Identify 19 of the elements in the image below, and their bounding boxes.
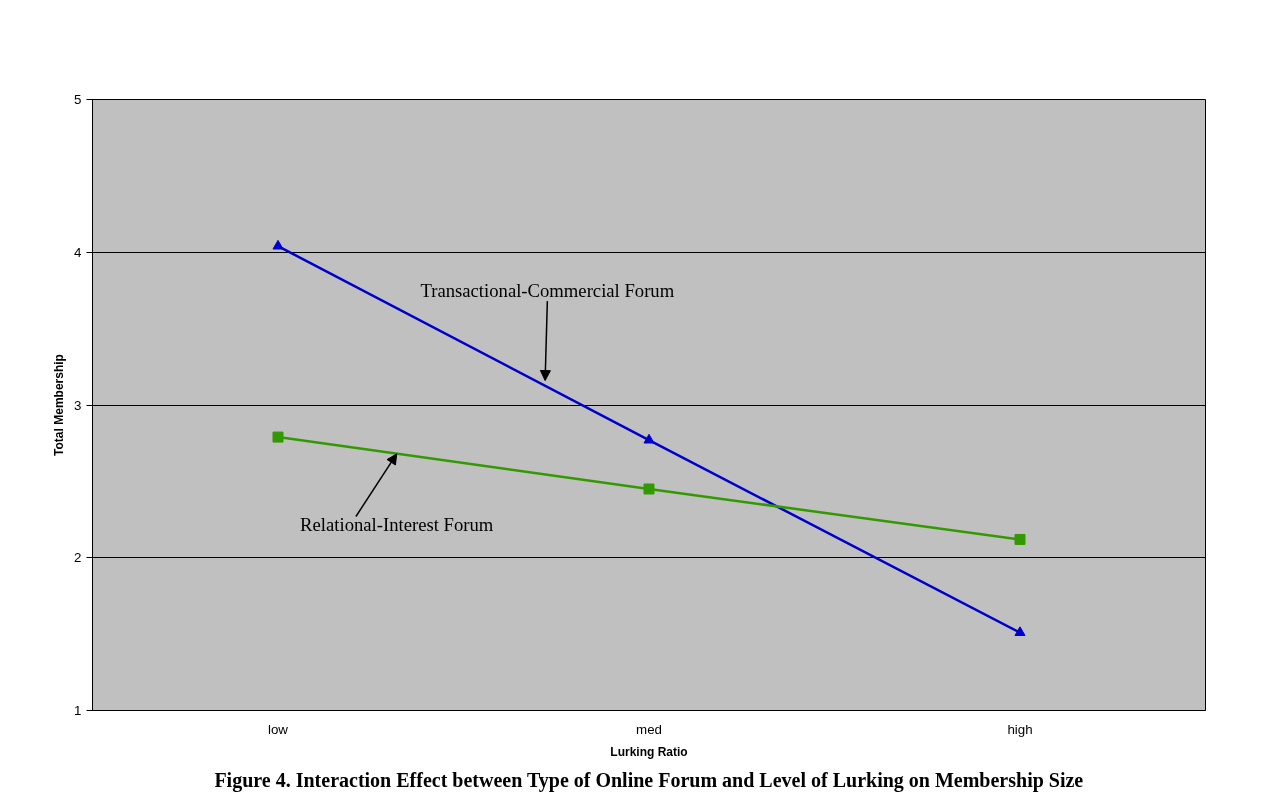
x-tick-label: low — [268, 721, 289, 737]
point — [643, 483, 655, 495]
point — [272, 239, 284, 250]
point — [643, 433, 655, 444]
x-axis-title: Lurking Ratio — [610, 744, 688, 759]
y-tick-label: 1 — [74, 703, 82, 718]
y-tick-label: 2 — [74, 550, 82, 566]
y-tick-label: 3 — [74, 397, 82, 413]
y-tick-label: 4 — [74, 244, 83, 260]
point — [1014, 533, 1026, 545]
y-axis-title: Total Membership — [52, 354, 67, 456]
text: Figure 4. Interaction Effect between Type of Online Forum and Level of Lurking on Membership Size — [214, 768, 1084, 792]
x-tick-label: med — [636, 721, 662, 737]
point — [1014, 626, 1026, 636]
point — [272, 431, 284, 443]
annotation: Relational-Interest Forum — [300, 513, 494, 535]
annotation: Transactional-Commercial Forum — [420, 279, 675, 301]
x-tick-label: high — [1007, 721, 1033, 737]
y-tick-label: 5 — [74, 92, 82, 107]
